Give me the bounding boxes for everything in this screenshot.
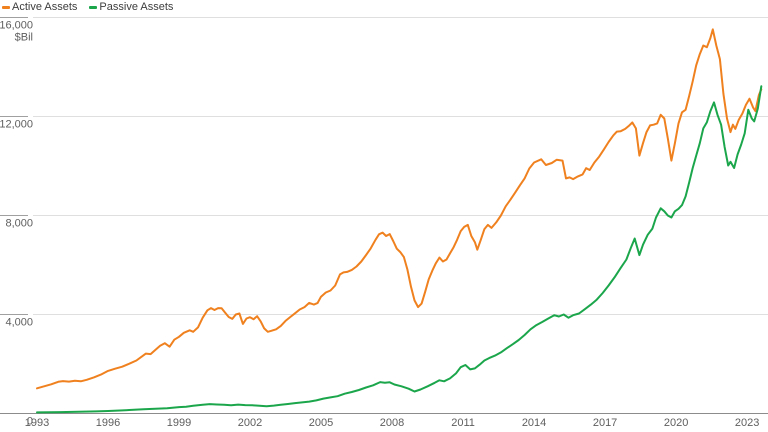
x-tick-label: 2014 — [522, 417, 546, 429]
legend-label-passive: Passive Assets — [99, 1, 174, 13]
y-tick-label: 12,000 — [0, 119, 33, 131]
legend-item-active: Active Assets — [2, 1, 77, 14]
x-tick-label: 2017 — [593, 417, 617, 429]
y-axis-unit-label: $Bil — [15, 32, 33, 44]
passive-assets-line — [36, 85, 763, 414]
x-tick-label: 2020 — [664, 417, 688, 429]
y-tick-label: 8,000 — [5, 218, 33, 230]
x-tick-label: 1993 — [25, 417, 49, 429]
legend-item-passive: Passive Assets — [89, 1, 173, 14]
y-tick-label: 4,000 — [5, 317, 33, 329]
x-tick-label: 2011 — [451, 417, 475, 429]
y-tick-label: 16,000 — [0, 20, 33, 32]
x-tick-label: 2008 — [380, 417, 404, 429]
legend-label-active: Active Assets — [12, 1, 78, 13]
chart-legend: Active Assets Passive Assets — [2, 1, 173, 14]
active-line-swatch-icon — [2, 6, 10, 9]
x-tick-label: 2005 — [309, 417, 333, 429]
x-tick-label: 2023 — [735, 417, 759, 429]
passive-line-swatch-icon — [89, 6, 98, 9]
x-tick-label: 2002 — [238, 417, 262, 429]
x-tick-label: 1999 — [167, 417, 191, 429]
x-tick-label: 1996 — [96, 417, 120, 429]
y-tick-label: 0 — [27, 416, 33, 428]
active-assets-line — [36, 28, 763, 390]
